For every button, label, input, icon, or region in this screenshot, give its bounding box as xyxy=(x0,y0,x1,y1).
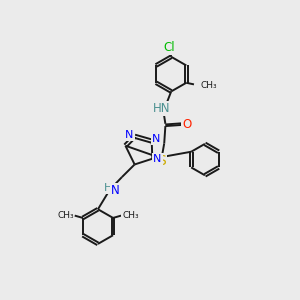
Text: CH₃: CH₃ xyxy=(57,211,74,220)
Text: CH₃: CH₃ xyxy=(201,81,217,90)
Text: HN: HN xyxy=(153,102,171,115)
Text: N: N xyxy=(152,134,160,144)
Text: Cl: Cl xyxy=(163,40,175,54)
Text: H: H xyxy=(104,183,112,193)
Text: S: S xyxy=(157,154,166,168)
Text: O: O xyxy=(182,118,191,131)
Text: N: N xyxy=(110,184,119,196)
Text: N: N xyxy=(125,130,134,140)
Text: N: N xyxy=(153,154,162,164)
Text: CH₃: CH₃ xyxy=(122,211,139,220)
